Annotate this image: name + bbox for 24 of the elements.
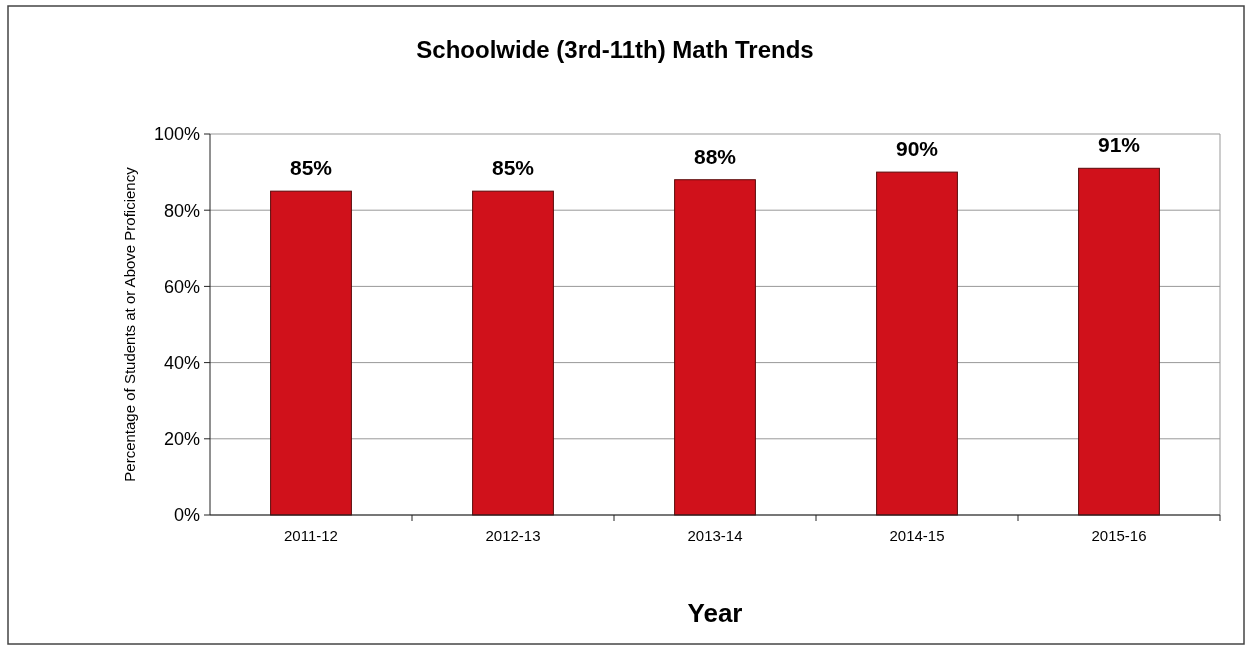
y-tick-label: 100% — [153, 124, 200, 145]
x-tick-label: 2013-14 — [687, 527, 743, 544]
data-label: 91% — [1097, 133, 1141, 157]
data-label: 85% — [289, 156, 333, 180]
bar — [472, 190, 554, 516]
chart-title: Schoolwide (3rd-11th) Math Trends — [416, 36, 814, 63]
x-tick-label: 2014-15 — [889, 527, 945, 544]
data-label: 90% — [895, 137, 939, 161]
y-tick-label: 40% — [163, 352, 200, 373]
x-tick-label: 2012-13 — [485, 527, 541, 544]
x-tick-label: 2015-16 — [1091, 527, 1147, 544]
y-tick-label: 80% — [163, 200, 200, 221]
y-tick-label: 20% — [163, 429, 200, 450]
bar — [876, 171, 958, 516]
y-tick-label: 60% — [163, 276, 200, 297]
bar — [674, 179, 756, 516]
bar — [1078, 167, 1160, 516]
x-tick-label: 2011-12 — [284, 527, 338, 544]
y-tick-label: 0% — [173, 505, 200, 526]
data-label: 85% — [491, 156, 535, 180]
data-label: 88% — [693, 144, 737, 168]
x-axis-title: Year — [687, 598, 743, 628]
y-axis-title: Percentage of Students at or Above Proficiency — [121, 166, 138, 482]
bar — [270, 190, 352, 516]
